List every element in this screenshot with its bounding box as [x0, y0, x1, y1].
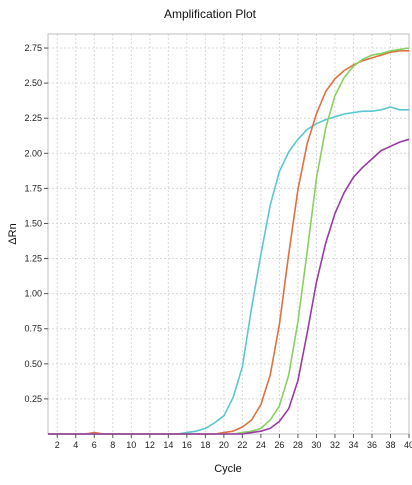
y-tick-label: 1.25: [24, 254, 42, 264]
y-tick-label: 2.75: [24, 43, 42, 53]
series-line-3: [48, 47, 410, 435]
y-tick-label: 1.75: [24, 183, 42, 193]
x-tick-label: 26: [274, 440, 284, 450]
x-tick-label: 16: [182, 440, 192, 450]
grid: [48, 34, 410, 434]
y-tick-label: 0.25: [24, 394, 42, 404]
y-tick-label: 1.00: [24, 289, 42, 299]
x-tick-label: 30: [311, 440, 321, 450]
x-tick-label: 18: [200, 440, 210, 450]
plot-area-frame: [47, 33, 410, 435]
series-line-1: [48, 106, 409, 435]
series-line-2: [48, 49, 409, 435]
x-tick-label: 24: [256, 440, 266, 450]
x-tick-label: 36: [367, 440, 377, 450]
x-tick-label: 28: [293, 440, 303, 450]
x-tick-label: 2: [55, 440, 60, 450]
x-tick-label: 38: [385, 440, 395, 450]
chart-title: Amplification Plot: [164, 7, 257, 21]
y-axis-title: ΔRn: [7, 223, 19, 244]
series-line-4: [48, 138, 410, 435]
x-axis-title: Cycle: [214, 463, 242, 475]
x-tick-label: 32: [330, 440, 340, 450]
x-tick-label: 14: [163, 440, 173, 450]
x-tick-label: 34: [348, 440, 358, 450]
y-tick-label: 2.50: [24, 78, 42, 88]
series-lines: [48, 47, 410, 435]
x-tick-label: 20: [219, 440, 229, 450]
y-tick-label: 2.25: [24, 113, 42, 123]
y-axis-ticks: 0.25 0.50 0.75 1.00 1.25 1.50 1.75 2.00 2.25 2.50…: [24, 43, 48, 404]
x-tick-label: 6: [92, 440, 97, 450]
x-axis-ticks: 2 4 6 8 10 12 14 16 18 20 22 24 26 28 30 32 34 36 38 40: [55, 434, 412, 450]
y-tick-label: 1.50: [24, 218, 42, 228]
x-tick-label: 22: [237, 440, 247, 450]
x-tick-label: 8: [110, 440, 115, 450]
y-tick-label: 2.00: [24, 148, 42, 158]
x-tick-label: 12: [145, 440, 155, 450]
x-tick-label: 4: [73, 440, 78, 450]
y-tick-label: 0.50: [24, 359, 42, 369]
x-tick-label: 10: [126, 440, 136, 450]
x-tick-label: 40: [404, 440, 412, 450]
y-tick-label: 0.75: [24, 324, 42, 334]
